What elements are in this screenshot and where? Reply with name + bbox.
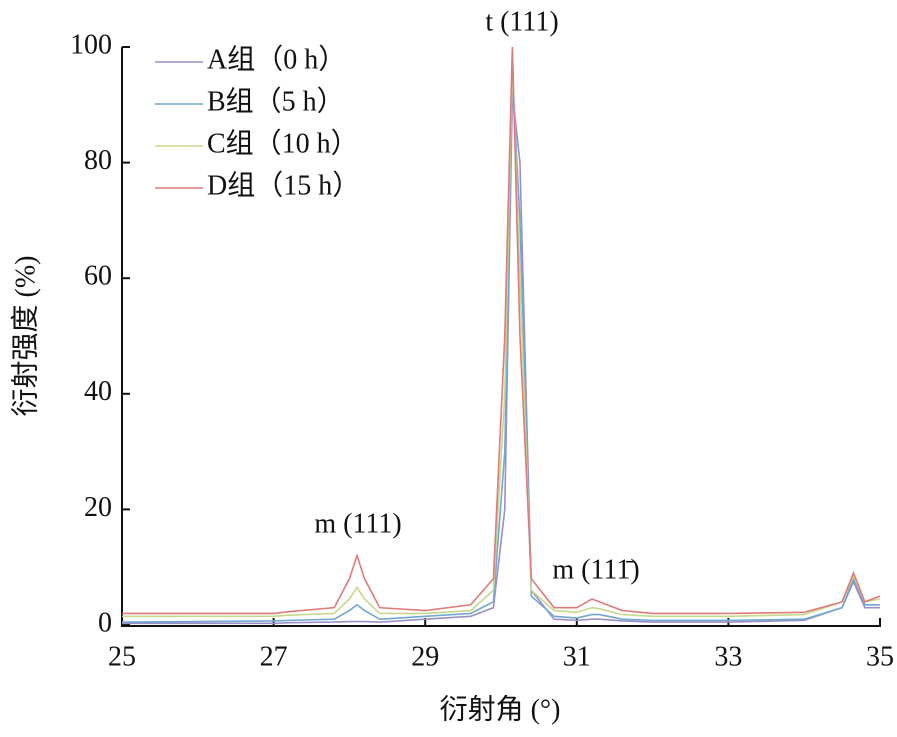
legend-label: C组（10 h） xyxy=(207,127,359,159)
y-tick-label: 80 xyxy=(84,145,112,176)
x-tick-label: 35 xyxy=(866,641,894,672)
annotation: m (111̄) xyxy=(552,554,639,585)
x-tick-label: 31 xyxy=(563,641,591,672)
y-tick-label: 0 xyxy=(98,607,112,638)
y-tick-label: 40 xyxy=(84,376,112,407)
y-axis-label: 衍射强度 (%) xyxy=(9,256,41,417)
x-axis-label: 衍射角 (°) xyxy=(440,693,561,725)
x-tick-label: 29 xyxy=(411,641,439,672)
y-tick-label: 60 xyxy=(84,261,112,292)
annotation: t (111) xyxy=(485,6,558,37)
legend-label: A组（0 h） xyxy=(207,43,346,75)
annotation: m (111) xyxy=(314,508,401,539)
series-line xyxy=(122,46,881,615)
y-tick-label: 100 xyxy=(70,29,112,60)
y-tick-label: 20 xyxy=(84,492,112,523)
x-tick-label: 25 xyxy=(108,641,136,672)
x-tick-label: 33 xyxy=(714,641,742,672)
x-tick-label: 27 xyxy=(260,641,288,672)
series-line xyxy=(122,93,880,625)
legend-label: D组（15 h） xyxy=(207,169,360,201)
legend-label: B组（5 h） xyxy=(207,85,345,117)
